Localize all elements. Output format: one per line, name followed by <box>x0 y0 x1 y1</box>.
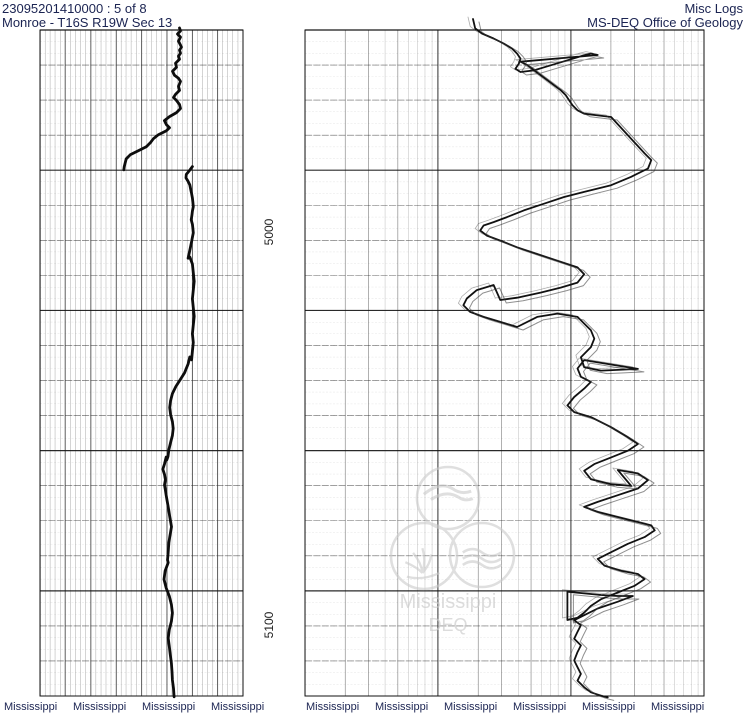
svg-text:Mississippi: Mississippi <box>4 701 57 713</box>
svg-text:DEQ: DEQ <box>428 615 467 635</box>
svg-text:Mississippi: Mississippi <box>306 701 359 713</box>
svg-text:Mississippi: Mississippi <box>142 701 195 713</box>
svg-text:5100: 5100 <box>262 611 276 638</box>
svg-text:Mississippi: Mississippi <box>513 701 566 713</box>
svg-text:Mississippi: Mississippi <box>400 591 497 613</box>
svg-text:Mississippi: Mississippi <box>211 701 264 713</box>
svg-text:Mississippi: Mississippi <box>444 701 497 713</box>
svg-text:Mississippi: Mississippi <box>651 701 704 713</box>
svg-text:Mississippi: Mississippi <box>375 701 428 713</box>
svg-text:5000: 5000 <box>262 218 276 245</box>
svg-text:Mississippi: Mississippi <box>582 701 635 713</box>
svg-text:Mississippi: Mississippi <box>73 701 126 713</box>
